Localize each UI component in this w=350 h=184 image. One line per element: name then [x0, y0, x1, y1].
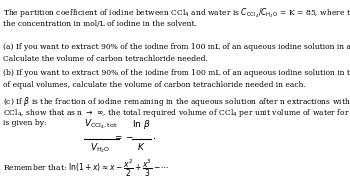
Text: of equal volumes, calculate the volume of carbon tetrachloride needed in each.: of equal volumes, calculate the volume o… [4, 81, 306, 89]
Text: Calculate the volume of carbon tetrachloride needed.: Calculate the volume of carbon tetrachlo… [4, 55, 208, 63]
Text: $K$: $K$ [137, 141, 146, 152]
Text: $V_{\mathrm{CCl_4,tot}}$: $V_{\mathrm{CCl_4,tot}}$ [84, 117, 118, 131]
Text: CCl$_4$, show that as n $\rightarrow$ $\infty$, the total required volume of CCl: CCl$_4$, show that as n $\rightarrow$ $\… [4, 107, 350, 119]
Text: $\ln\,\beta$: $\ln\,\beta$ [132, 118, 151, 131]
Text: (b) If you want to extract 90% of the iodine from 100 mL of an aqueous iodine so: (b) If you want to extract 90% of the io… [4, 69, 350, 77]
Text: (c) If $\beta$ is the fraction of iodine remaining in the aqueous solution after: (c) If $\beta$ is the fraction of iodine… [4, 95, 350, 108]
Text: (a) If you want to extract 90% of the iodine from 100 mL of an aqueous iodine so: (a) If you want to extract 90% of the io… [4, 43, 350, 51]
Text: $V_{\mathrm{H_2O}}$: $V_{\mathrm{H_2O}}$ [91, 141, 111, 155]
Text: The partition coefficient of iodine between CCl$_4$ and water is $C_{\mathrm{CCl: The partition coefficient of iodine betw… [4, 7, 350, 20]
Text: is given by:: is given by: [4, 119, 47, 128]
Text: the concentration in mol/L of iodine in the solvent.: the concentration in mol/L of iodine in … [4, 20, 197, 29]
Text: Remember that: $\ln(1+x) \approx x - \dfrac{x^2}{2} + \dfrac{x^3}{3} - \cdots$: Remember that: $\ln(1+x) \approx x - \df… [4, 158, 170, 179]
Text: .: . [152, 132, 155, 141]
Text: $= -$: $= -$ [113, 132, 134, 141]
